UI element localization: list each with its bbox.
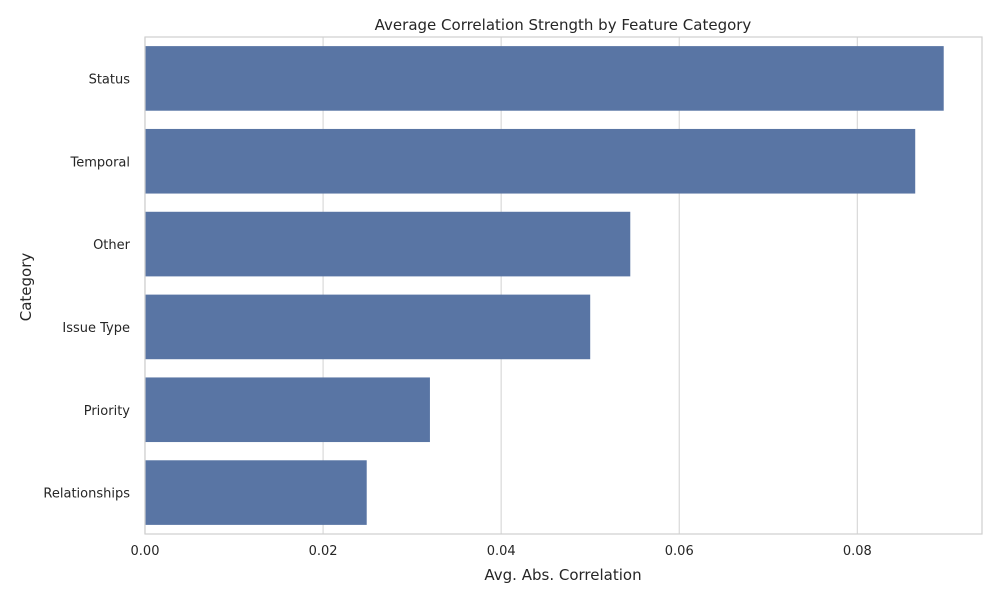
grid-layer	[144, 37, 858, 534]
x-tick-label: 0.04	[487, 544, 516, 559]
bar-temporal	[145, 128, 916, 194]
x-tick-label: 0.06	[665, 544, 694, 559]
chart-title: Average Correlation Strength by Feature …	[375, 16, 752, 34]
bar-status	[145, 46, 944, 111]
y-tick-label: Issue Type	[62, 321, 130, 336]
y-tick-label: Priority	[84, 404, 131, 419]
x-tick-label: 0.08	[843, 544, 872, 559]
bars-layer	[145, 46, 944, 525]
y-axis-label: Category	[17, 253, 35, 322]
bar-issue-type	[145, 294, 591, 360]
bar-other	[145, 211, 631, 277]
y-tick-label: Relationships	[43, 487, 130, 502]
x-axis-label: Avg. Abs. Correlation	[484, 566, 641, 584]
y-tick-label: Temporal	[69, 155, 130, 170]
bar-priority	[145, 377, 430, 443]
y-tick-label: Other	[93, 238, 131, 253]
x-tick-labels: 0.00 0.02 0.04 0.06 0.08	[131, 544, 872, 559]
y-tick-labels: Status Temporal Other Issue Type Priority Rel…	[43, 72, 130, 501]
x-tick-label: 0.00	[131, 544, 160, 559]
plot-frame	[144, 36, 983, 535]
y-tick-label: Status	[89, 72, 131, 87]
bar-relationships	[145, 460, 367, 525]
x-tick-label: 0.02	[309, 544, 338, 559]
